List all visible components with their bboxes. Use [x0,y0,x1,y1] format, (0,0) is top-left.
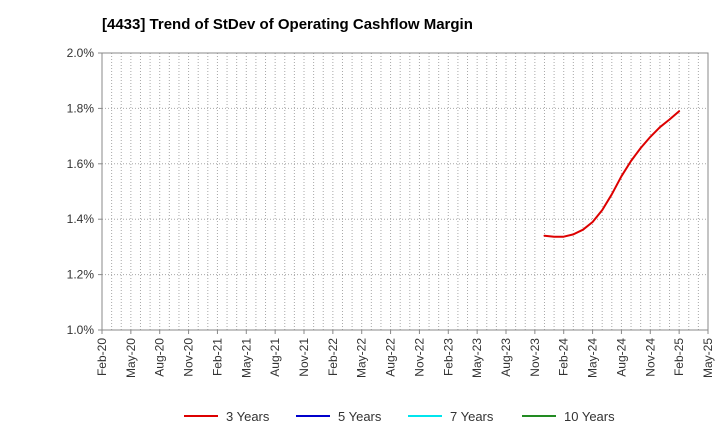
legend-swatch-7-years [408,415,442,417]
x-tick-label: May-22 [355,338,369,378]
legend: 3 Years 5 Years 7 Years 10 Years [0,406,720,426]
legend-label-7-years: 7 Years [450,408,494,424]
x-tick-label: Feb-20 [95,338,109,376]
x-tick-label: Feb-21 [210,338,224,376]
x-tick-label: Feb-24 [557,338,571,376]
legend-swatch-10-years [522,415,556,417]
legend-item-10-years: 10 Years [522,406,615,426]
x-tick-label: Feb-25 [672,338,686,376]
legend-item-3-years: 3 Years [184,406,269,426]
x-tick-label: Aug-21 [268,338,282,377]
y-axis-ticks: 1.0% 1.2% 1.4% 1.6% 1.8% 2.0% [67,46,102,337]
legend-label-5-years: 5 Years [338,408,382,424]
x-tick-label: Aug-20 [153,338,167,377]
x-tick-label: Aug-22 [384,338,398,377]
y-tick-label: 2.0% [67,46,95,60]
x-axis-ticks: Feb-20 May-20 Aug-20 Nov-20 Feb-21 May-21 Aug-… [95,330,715,378]
legend-item-7-years: 7 Years [408,406,493,426]
x-tick-label: Nov-23 [528,338,542,377]
x-tick-label: Aug-24 [614,338,628,377]
legend-label-3-years: 3 Years [226,408,270,424]
series-line-3-years [543,110,681,238]
plot-frame [101,52,709,331]
y-tick-label: 1.6% [67,157,95,171]
x-tick-label: May-20 [124,338,138,378]
x-tick-label: Nov-24 [643,338,657,377]
x-tick-label: May-23 [470,338,484,378]
legend-label-10-years: 10 Years [564,408,615,424]
legend-item-5-years: 5 Years [296,406,381,426]
y-tick-label: 1.2% [67,268,95,282]
x-tick-label: Aug-23 [499,338,513,377]
x-tick-label: May-21 [239,338,253,378]
legend-swatch-3-years [184,415,218,417]
y-tick-label: 1.4% [67,212,95,226]
x-tick-label: May-25 [701,338,715,378]
y-tick-label: 1.8% [67,101,95,115]
legend-swatch-5-years [296,415,330,417]
x-tick-label: Nov-22 [412,338,426,377]
grid-lines [102,53,708,330]
x-tick-label: Nov-20 [182,338,196,377]
series-lines [543,110,681,238]
x-tick-label: Nov-21 [297,338,311,377]
chart-title: [4433] Trend of StDev of Operating Cashf… [102,16,473,33]
x-tick-label: Feb-22 [326,338,340,376]
x-tick-label: Feb-23 [441,338,455,376]
x-tick-label: May-24 [586,338,600,378]
y-tick-label: 1.0% [67,323,95,337]
